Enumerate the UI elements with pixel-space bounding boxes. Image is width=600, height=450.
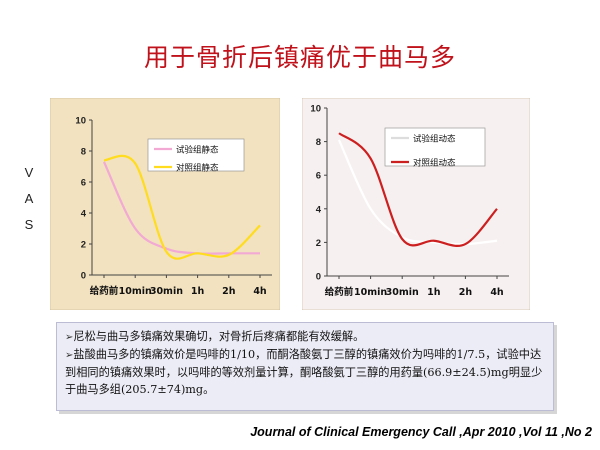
bullet-arrow-icon: ➢ xyxy=(65,332,74,343)
note-2: ➢盐酸曲马多的镇痛效价是吗啡的1/10，而酮洛酸氨丁三醇的镇痛效价为吗啡的1/7… xyxy=(65,346,545,398)
x-tick-label: 30min xyxy=(386,287,419,298)
x-tick-label: 30min xyxy=(150,286,183,297)
note-2-text: 盐酸曲马多的镇痛效价是吗啡的1/10，而酮洛酸氨丁三醇的镇痛效价为吗啡的1/7.… xyxy=(65,348,543,396)
bullet-arrow-icon: ➢ xyxy=(65,350,74,361)
y-tick-label: 2 xyxy=(316,238,321,249)
y-tick-label: 10 xyxy=(75,116,86,127)
series-line-2 xyxy=(103,154,261,260)
slide-title: 用于骨折后镇痛优于曲马多 xyxy=(143,43,456,72)
legend-label: 对照组静态 xyxy=(176,163,219,174)
vas-letter-v: V xyxy=(24,165,34,180)
y-tick-label: 0 xyxy=(316,272,321,283)
x-tick-label: 10min xyxy=(119,286,152,297)
note-1: ➢尼松与曲马多镇痛效果确切，对骨折后疼痛都能有效缓解。 xyxy=(65,328,545,346)
vas-letter-s: S xyxy=(24,217,34,232)
x-tick-label: 1h xyxy=(427,287,441,298)
legend-label: 试验组静态 xyxy=(176,145,219,156)
legend-box xyxy=(147,138,245,172)
x-tick-label: 给药前 xyxy=(325,286,354,298)
x-tick-label: 4h xyxy=(253,286,267,297)
legend-label: 对照组动态 xyxy=(413,158,456,169)
x-tick-label: 4h xyxy=(490,287,504,298)
legend-label: 试验组动态 xyxy=(413,134,456,145)
note-1-text: 尼松与曲马多镇痛效果确切，对骨折后疼痛都能有效缓解。 xyxy=(73,330,365,343)
legend-box xyxy=(384,127,486,167)
y-tick-label: 0 xyxy=(81,271,86,282)
y-tick-label: 10 xyxy=(310,104,321,115)
y-tick-label: 8 xyxy=(81,147,86,158)
x-tick-label: 2h xyxy=(222,286,236,297)
x-tick-label: 给药前 xyxy=(90,285,119,297)
y-axis-caption: V A S xyxy=(22,165,36,243)
series-line-2 xyxy=(338,132,498,248)
notes-box: ➢尼松与曲马多镇痛效果确切，对骨折后疼痛都能有效缓解。 ➢盐酸曲马多的镇痛效价是… xyxy=(56,322,554,411)
y-tick-label: 2 xyxy=(81,240,86,251)
y-tick-label: 4 xyxy=(81,209,87,220)
x-tick-label: 10min xyxy=(354,287,387,298)
citation: Journal of Clinical Emergency Call ,Apr … xyxy=(250,425,592,439)
y-tick-label: 8 xyxy=(316,137,321,148)
y-tick-label: 6 xyxy=(316,171,321,182)
vas-letter-a: A xyxy=(24,191,34,206)
x-tick-label: 2h xyxy=(459,287,473,298)
y-tick-label: 6 xyxy=(81,178,86,189)
y-tick-label: 4 xyxy=(316,204,322,215)
dynamic-pain-chart: 0 2 4 6 8 10 给药前 10min 30min 1h 2h 4h 试验组动态对照组动态 xyxy=(302,98,530,310)
x-tick-label: 1h xyxy=(191,286,205,297)
static-pain-chart: 0 2 4 6 8 10 给药前 10min 30min 1h 2h 4h 试验组静态对照组静态 xyxy=(50,98,280,310)
